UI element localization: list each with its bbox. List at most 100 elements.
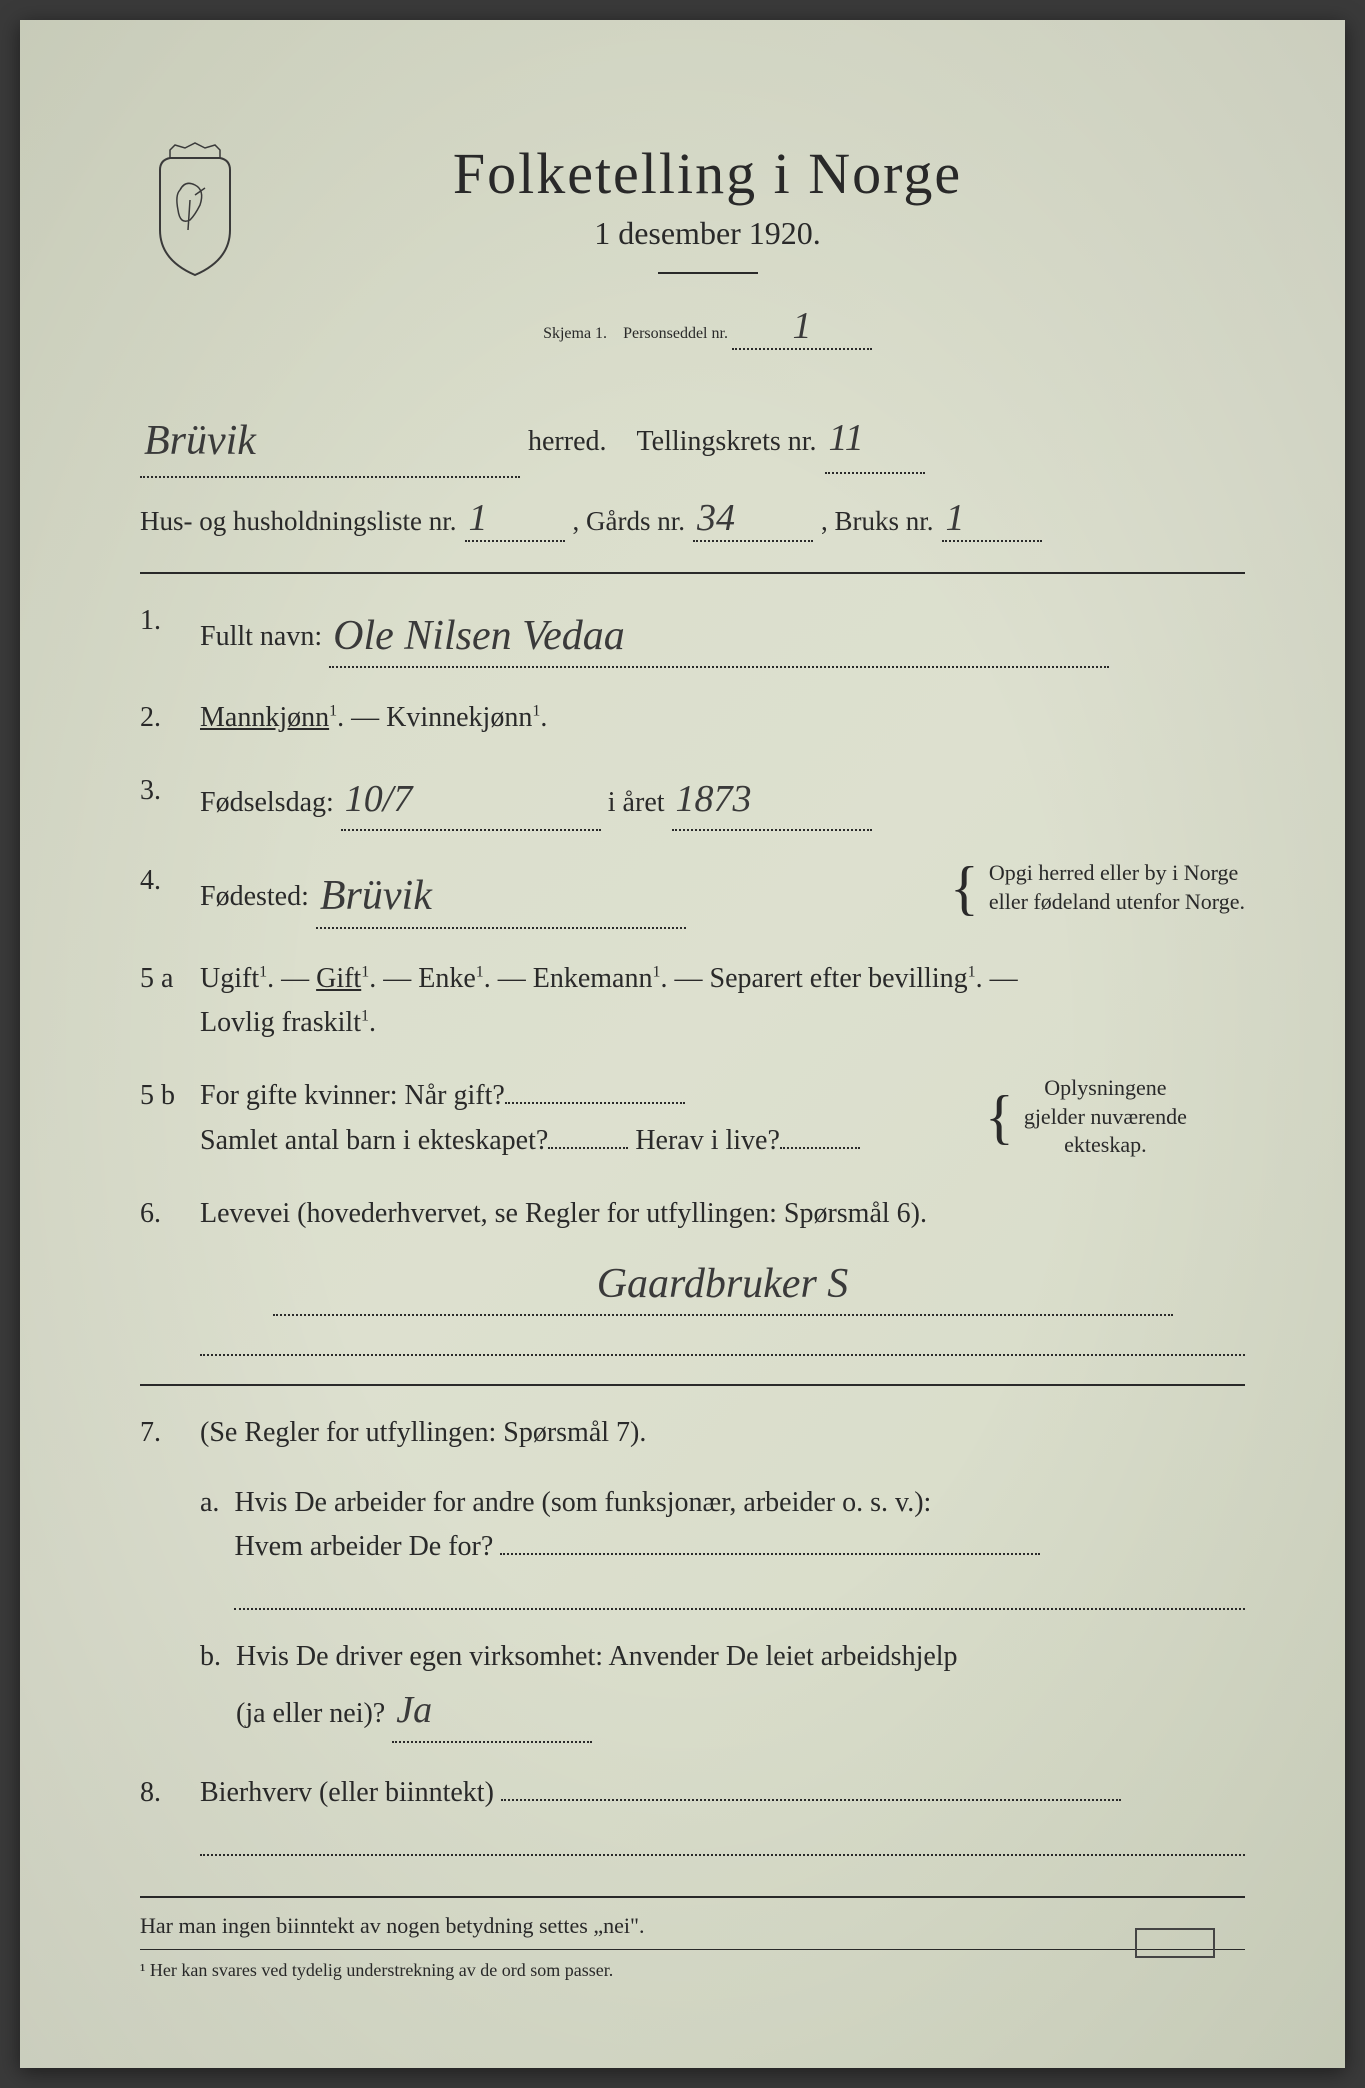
q2-content: Mannkjønn1. — Kvinnekjønn1. xyxy=(200,696,1245,741)
q7b-label: b. xyxy=(200,1635,221,1743)
q1-label: Fullt navn: xyxy=(200,621,322,652)
question-7: 7. (Se Regler for utfyllingen: Spørsmål … xyxy=(140,1411,1245,1743)
q4-note-group: { Opgi herred eller by i Norge eller fød… xyxy=(950,859,1245,916)
personseddel-field: 1 xyxy=(732,304,872,350)
hus-value: 1 xyxy=(469,497,488,539)
subtitle-date: 1 desember 1920. xyxy=(280,215,1135,252)
q4-content: Fødested: Brüvik { Opgi herred eller by … xyxy=(200,859,1245,928)
q5b-content: { Oplysningene gjelder nuværende ekteska… xyxy=(200,1074,1245,1164)
section-divider-1 xyxy=(140,572,1245,574)
q5a-enkemann: Enkemann xyxy=(533,963,653,994)
question-6: 6. Levevei (hovederhvervet, se Regler fo… xyxy=(140,1192,1245,1356)
q5b-line2a: Samlet antal barn i ekteskapet? xyxy=(200,1125,548,1156)
household-line: Hus- og husholdningsliste nr. 1 , Gårds … xyxy=(140,496,1245,542)
q7b-text2: (ja eller nei)? xyxy=(236,1698,385,1729)
q7-label: (Se Regler for utfyllingen: Spørsmål 7). xyxy=(200,1417,646,1448)
q6-field2 xyxy=(200,1326,1245,1356)
q1-value: Ole Nilsen Vedaa xyxy=(333,613,625,659)
q3-content: Fødselsdag: 10/7 i året 1873 xyxy=(200,769,1245,832)
q5b-num: 5 b xyxy=(140,1074,180,1164)
q8-content: Bierhverv (eller biinntekt) xyxy=(200,1771,1245,1856)
q5a-gift: Gift xyxy=(316,963,361,994)
q5b-note3: ekteskap. xyxy=(1024,1131,1187,1160)
schema-label: Skjema 1. xyxy=(543,325,607,342)
bruks-field: 1 xyxy=(942,496,1042,542)
q2-sep: — xyxy=(351,702,386,733)
personseddel-label: Personseddel nr. xyxy=(623,325,728,342)
q5b-line2b: Herav i live? xyxy=(635,1125,780,1156)
q4-note1: Opgi herred eller by i Norge xyxy=(989,859,1245,888)
q3-label: Fødselsdag: xyxy=(200,787,334,818)
question-8: 8. Bierhverv (eller biinntekt) xyxy=(140,1771,1245,1856)
question-5a: 5 a Ugift1. — Gift1. — Enke1. — Enkemann… xyxy=(140,957,1245,1047)
q7a-text2: Hvem arbeider De for? xyxy=(234,1531,493,1562)
q2-mann: Mannkjønn xyxy=(200,702,329,733)
q7a-field xyxy=(500,1553,1040,1555)
tellingskrets-label: Tellingskrets nr. xyxy=(637,417,817,467)
q5a-lovlig: Lovlig fraskilt xyxy=(200,1007,361,1038)
herred-line: Brüvik herred. Tellingskrets nr. 11 xyxy=(140,400,1245,478)
document-page: Folketelling i Norge 1 desember 1920. Sk… xyxy=(20,20,1345,2068)
q2-dot1: . xyxy=(337,702,344,733)
q2-num: 2. xyxy=(140,696,180,741)
hus-label: Hus- og husholdningsliste nr. xyxy=(140,506,457,537)
q5b-note1: Oplysningene xyxy=(1024,1074,1187,1103)
header: Folketelling i Norge 1 desember 1920. Sk… xyxy=(140,140,1245,360)
q4-num: 4. xyxy=(140,859,180,928)
q5b-field3 xyxy=(780,1147,860,1149)
q5a-num: 5 a xyxy=(140,957,180,1047)
q6-field: Gaardbruker S xyxy=(273,1247,1173,1316)
personseddel-value: 1 xyxy=(792,305,811,347)
q4-value: Brüvik xyxy=(320,873,432,919)
q7b-value: Ja xyxy=(396,1689,432,1731)
section-divider-2 xyxy=(140,1384,1245,1386)
hus-field: 1 xyxy=(465,496,565,542)
q2-sup1: 1 xyxy=(329,702,337,719)
q6-num: 6. xyxy=(140,1192,180,1356)
question-3: 3. Fødselsdag: 10/7 i året 1873 xyxy=(140,769,1245,832)
gards-value: 34 xyxy=(697,497,735,539)
schema-line: Skjema 1. Personseddel nr. 1 xyxy=(280,304,1135,350)
q2-dot2: . xyxy=(540,702,547,733)
herred-value: Brüvik xyxy=(144,418,256,464)
gards-field: 34 xyxy=(693,496,813,542)
q1-content: Fullt navn: Ole Nilsen Vedaa xyxy=(200,599,1245,668)
main-title: Folketelling i Norge xyxy=(280,140,1135,207)
q5b-field2 xyxy=(548,1147,628,1149)
coat-of-arms-icon xyxy=(140,140,250,280)
q3-num: 3. xyxy=(140,769,180,832)
question-1: 1. Fullt navn: Ole Nilsen Vedaa xyxy=(140,599,1245,668)
q5b-note2: gjelder nuværende xyxy=(1024,1103,1187,1132)
q7a-text1: Hvis De arbeider for andre (som funksjon… xyxy=(234,1487,931,1518)
q3-year-field: 1873 xyxy=(672,769,872,832)
q7-num: 7. xyxy=(140,1411,180,1743)
question-2: 2. Mannkjønn1. — Kvinnekjønn1. xyxy=(140,696,1245,741)
q3-year-label: i året xyxy=(608,787,665,818)
q4-brace: { xyxy=(950,864,979,912)
tellingskrets-field: 11 xyxy=(825,404,925,474)
q7b-text1: Hvis De driver egen virksomhet: Anvender… xyxy=(236,1641,958,1672)
q4-note: Opgi herred eller by i Norge eller fødel… xyxy=(989,859,1245,916)
tellingskrets-value: 11 xyxy=(829,417,864,459)
q5b-note: Oplysningene gjelder nuværende ekteskap. xyxy=(1024,1074,1187,1160)
q5b-note-group: { Oplysningene gjelder nuværende ekteska… xyxy=(985,1074,1245,1160)
q6-value: Gaardbruker S xyxy=(597,1261,849,1307)
bruks-value: 1 xyxy=(946,497,965,539)
q5a-content: Ugift1. — Gift1. — Enke1. — Enkemann1. —… xyxy=(200,957,1245,1047)
q1-field: Ole Nilsen Vedaa xyxy=(329,599,1109,668)
q4-label: Fødested: xyxy=(200,881,309,912)
gards-label: , Gårds nr. xyxy=(573,506,685,537)
q3-day-field: 10/7 xyxy=(341,769,601,832)
q5b-field1 xyxy=(505,1102,685,1104)
q7a-label: a. xyxy=(200,1481,219,1611)
title-divider xyxy=(658,272,758,274)
q4-note2: eller fødeland utenfor Norge. xyxy=(989,888,1245,917)
q8-label: Bierhverv (eller biinntekt) xyxy=(200,1777,494,1808)
q6-label: Levevei (hovederhvervet, se Regler for u… xyxy=(200,1198,927,1229)
title-block: Folketelling i Norge 1 desember 1920. Sk… xyxy=(280,140,1245,360)
footer-note2: ¹ Her kan svares ved tydelig understrekn… xyxy=(140,1949,1245,1981)
footer-notes: Har man ingen biinntekt av nogen betydni… xyxy=(140,1896,1245,1981)
q2-kvinne: Kvinnekjønn xyxy=(386,702,532,733)
q7a-field2 xyxy=(234,1580,1245,1610)
q5a-separert: Separert efter bevilling xyxy=(710,963,968,994)
